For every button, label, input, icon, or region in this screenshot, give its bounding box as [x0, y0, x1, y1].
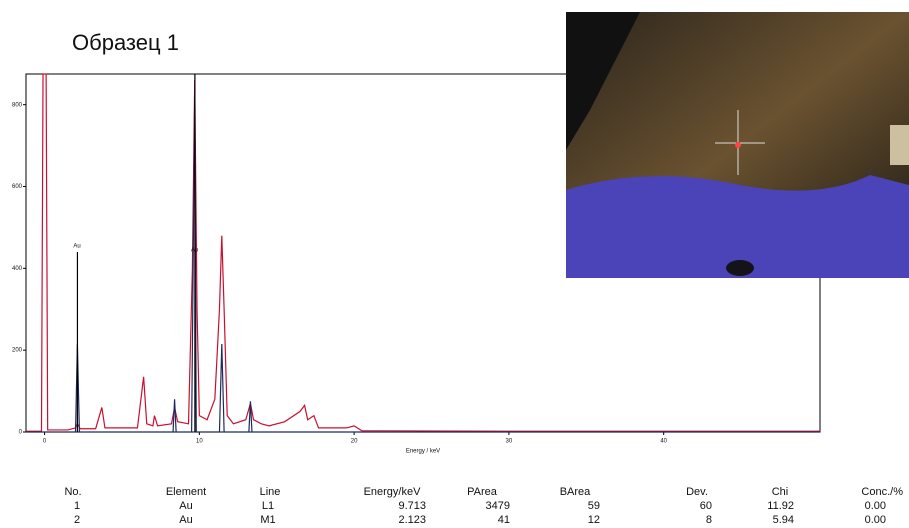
- table-cell: 2.123: [398, 514, 426, 526]
- photo-shadow: [566, 12, 640, 150]
- x-tick-label: 10: [196, 439, 203, 445]
- table-cell: 41: [498, 514, 510, 526]
- table-cell: 8: [706, 514, 712, 526]
- x-tick-label: 0: [43, 439, 47, 445]
- y-tick-label: 400: [12, 266, 23, 272]
- table-cell: 0.00: [865, 500, 886, 512]
- table-cell: 0.00: [865, 514, 886, 526]
- x-tick-label: 30: [506, 439, 513, 445]
- y-tick-label: 800: [12, 102, 23, 108]
- result-table: No. Element Line Energy/keV PArea BArea Dev. Ch…: [64, 486, 903, 526]
- table-header: Line: [260, 486, 281, 498]
- table-cell: 11.92: [767, 500, 794, 512]
- y-tick-label: 600: [12, 184, 23, 190]
- table-header: Energy/keV: [364, 486, 422, 498]
- photo-region: [566, 175, 909, 278]
- table-header: BArea: [560, 486, 591, 498]
- x-tick-label: 40: [660, 439, 667, 445]
- table-header: Chi: [772, 486, 789, 498]
- table-cell: 3479: [486, 500, 510, 512]
- element-label: Au: [191, 248, 198, 254]
- photo-spot: [735, 142, 741, 148]
- table-cell: Au: [179, 500, 192, 512]
- y-tick-label: 0: [19, 430, 23, 436]
- table-cell: 9.713: [398, 500, 426, 512]
- table-cell: 2: [74, 514, 80, 526]
- photo-hole: [726, 260, 754, 276]
- table-cell: 60: [700, 500, 712, 512]
- table-header: PArea: [467, 486, 498, 498]
- y-tick-label: 200: [12, 348, 23, 354]
- table-cell: 5.94: [773, 514, 794, 526]
- table-header: No.: [64, 486, 81, 498]
- x-tick-label: 20: [351, 439, 358, 445]
- photo-edge: [890, 125, 909, 165]
- chart-title: Образец 1: [72, 30, 179, 55]
- table-cell: 59: [588, 500, 600, 512]
- photo: [566, 12, 909, 278]
- table-cell: 1: [74, 500, 80, 512]
- spectrum-line: [26, 73, 820, 432]
- table-header: Element: [166, 486, 206, 498]
- table-cell: 12: [588, 514, 600, 526]
- table-header: Conc./%: [861, 486, 903, 498]
- table-cell: L1: [262, 500, 274, 512]
- plot: 0 200 400 600 800 0 10 20 30 40 Au Au: [12, 73, 820, 445]
- table-header: Dev.: [686, 486, 708, 498]
- element-label: Au: [73, 244, 80, 250]
- x-axis-label: Energy / keV: [406, 449, 440, 455]
- table-cell: Au: [179, 514, 192, 526]
- table-cell: M1: [260, 514, 275, 526]
